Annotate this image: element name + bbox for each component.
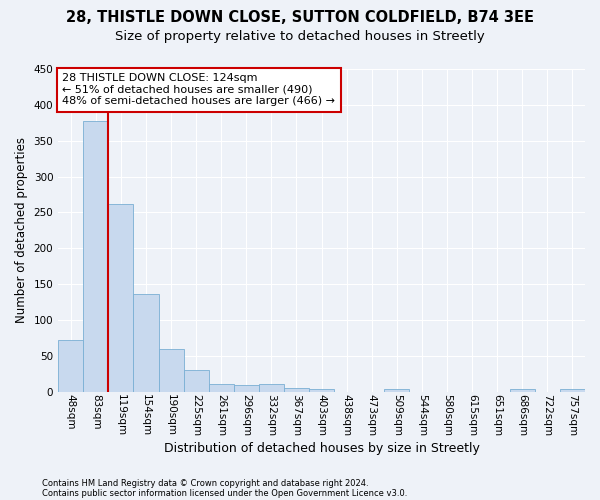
Bar	[184, 370, 209, 392]
Bar	[109, 204, 133, 392]
Bar	[158, 348, 184, 392]
Bar	[385, 388, 409, 392]
Text: Contains HM Land Registry data © Crown copyright and database right 2024.: Contains HM Land Registry data © Crown c…	[42, 478, 368, 488]
Bar	[309, 388, 334, 392]
Text: 28 THISTLE DOWN CLOSE: 124sqm
← 51% of detached houses are smaller (490)
48% of : 28 THISTLE DOWN CLOSE: 124sqm ← 51% of d…	[62, 73, 335, 106]
Bar	[83, 120, 109, 392]
Text: Contains public sector information licensed under the Open Government Licence v3: Contains public sector information licen…	[42, 488, 407, 498]
X-axis label: Distribution of detached houses by size in Streetly: Distribution of detached houses by size …	[164, 442, 479, 455]
Text: 28, THISTLE DOWN CLOSE, SUTTON COLDFIELD, B74 3EE: 28, THISTLE DOWN CLOSE, SUTTON COLDFIELD…	[66, 10, 534, 25]
Text: Size of property relative to detached houses in Streetly: Size of property relative to detached ho…	[115, 30, 485, 43]
Bar	[209, 384, 234, 392]
Bar	[510, 388, 535, 392]
Bar	[560, 388, 585, 392]
Bar	[58, 340, 83, 392]
Bar	[133, 294, 158, 392]
Bar	[259, 384, 284, 392]
Bar	[284, 388, 309, 392]
Y-axis label: Number of detached properties: Number of detached properties	[15, 138, 28, 324]
Bar	[234, 385, 259, 392]
